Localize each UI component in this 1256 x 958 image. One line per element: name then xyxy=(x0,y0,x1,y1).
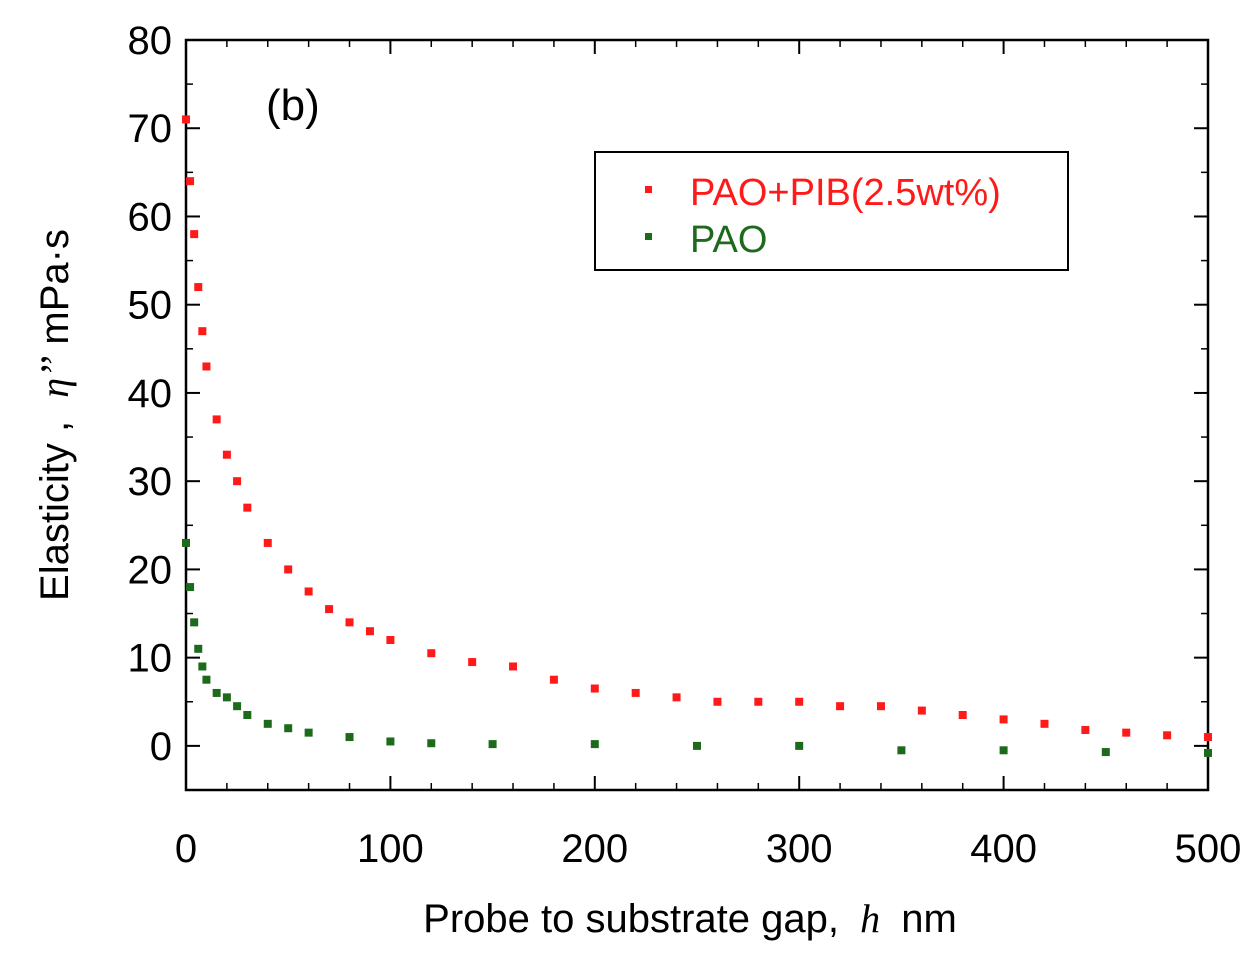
legend: PAO+PIB(2.5wt%) PAO xyxy=(594,151,1069,271)
data-point-pao-pib xyxy=(190,230,199,239)
legend-label-pao-pib: PAO+PIB(2.5wt%) xyxy=(690,172,1001,214)
data-point-pao xyxy=(693,741,701,750)
tick-labels: 0 100 200 300 400 500 0 10 20 30 40 50 60 70 80 xyxy=(128,19,1242,871)
y-axis-title-prefix: Elasticity , xyxy=(33,421,77,601)
legend-label-pao: PAO xyxy=(690,219,767,261)
x-tick-label: 400 xyxy=(970,827,1037,871)
data-point-pao xyxy=(212,688,221,697)
data-point-pao xyxy=(263,719,272,728)
plot-frame xyxy=(184,38,1210,792)
x-axis-title-unit: nm xyxy=(901,897,957,941)
data-point-pao xyxy=(222,693,231,702)
data-point-pao xyxy=(284,724,293,733)
data-point-pao xyxy=(190,618,199,627)
data-point-pao-pib xyxy=(836,702,845,711)
data-point-pao-pib xyxy=(958,711,967,719)
data-point-pao-pib xyxy=(233,477,242,486)
data-point-pao xyxy=(1101,748,1110,757)
x-tick-label: 500 xyxy=(1175,827,1242,871)
data-point-pao xyxy=(198,662,207,671)
data-point-pao-pib xyxy=(182,115,190,124)
data-point-pao-pib xyxy=(1204,733,1212,742)
data-point-pao xyxy=(304,728,313,737)
data-point-pao-pib xyxy=(427,649,436,658)
data-point-pao-pib xyxy=(284,565,293,574)
data-point-pao-pib xyxy=(509,662,518,671)
data-point-pao xyxy=(488,740,497,749)
data-point-pao-pib xyxy=(365,627,374,636)
data-point-pao-pib xyxy=(386,636,395,644)
data-point-pao-pib xyxy=(222,450,231,459)
data-point-pao xyxy=(182,538,190,547)
axis-ticks xyxy=(185,39,1209,791)
data-point-pao-pib xyxy=(186,177,195,186)
data-point-pao-pib xyxy=(263,538,272,547)
y-axis-title: Elasticity , η’’ mPa·s xyxy=(32,229,77,601)
data-point-pao-pib xyxy=(549,675,558,684)
data-point-pao xyxy=(897,746,906,755)
y-tick-label: 80 xyxy=(128,19,173,63)
data-point-pao-pib xyxy=(1040,719,1049,728)
data-point-pao-pib xyxy=(876,702,885,711)
legend-marker-pao-pib xyxy=(645,186,652,193)
data-point-pao xyxy=(345,733,354,742)
y-tick-label: 30 xyxy=(128,460,173,504)
data-point-pao-pib xyxy=(304,587,313,596)
data-point-pao-pib xyxy=(1122,728,1131,737)
x-axis-title-prefix: Probe to substrate gap, xyxy=(423,897,839,941)
data-point-pao-pib xyxy=(754,697,763,706)
y-axis-title-unit: mPa·s xyxy=(33,229,77,345)
y-tick-label: 20 xyxy=(128,548,173,592)
data-point-pao-pib xyxy=(672,693,681,702)
x-tick-label: 0 xyxy=(175,827,197,871)
panel-label: (b) xyxy=(266,81,320,130)
data-point-pao-pib xyxy=(194,283,203,292)
data-point-pao-pib xyxy=(590,684,599,693)
y-tick-label: 60 xyxy=(128,195,173,239)
data-points xyxy=(182,115,1212,757)
data-point-pao xyxy=(999,746,1008,755)
data-point-pao xyxy=(186,583,195,592)
y-tick-label: 0 xyxy=(150,725,172,769)
x-tick-label: 300 xyxy=(766,827,833,871)
data-point-pao xyxy=(795,741,804,750)
y-tick-label: 40 xyxy=(128,372,173,416)
y-axis-title-variable: η’’ xyxy=(32,356,77,398)
data-point-pao-pib xyxy=(345,618,354,627)
data-point-pao xyxy=(590,740,599,749)
data-point-pao-pib xyxy=(325,605,334,614)
data-point-pao-pib xyxy=(212,415,221,424)
y-tick-label: 50 xyxy=(128,284,173,328)
data-point-pao xyxy=(386,737,395,746)
legend-box xyxy=(594,151,1069,271)
data-point-pao xyxy=(202,675,211,684)
x-tick-label: 100 xyxy=(357,827,424,871)
data-point-pao-pib xyxy=(202,362,211,371)
data-point-pao-pib xyxy=(1081,726,1090,734)
data-point-pao-pib xyxy=(243,503,252,512)
data-point-pao xyxy=(233,702,242,711)
x-axis-title-variable: h xyxy=(860,896,880,941)
data-point-pao-pib xyxy=(713,697,722,706)
data-point-pao-pib xyxy=(198,327,207,336)
data-point-pao-pib xyxy=(999,715,1008,724)
legend-marker-pao xyxy=(645,233,652,240)
y-tick-label: 10 xyxy=(128,637,173,681)
y-tick-label: 70 xyxy=(128,107,173,151)
data-point-pao xyxy=(427,739,436,748)
data-point-pao-pib xyxy=(917,706,926,715)
data-point-pao xyxy=(1204,748,1212,757)
x-axis-title: Probe to substrate gap, h nm xyxy=(423,896,957,941)
x-tick-label: 200 xyxy=(561,827,628,871)
data-point-pao-pib xyxy=(631,688,640,697)
data-point-pao-pib xyxy=(1163,731,1172,740)
data-point-pao xyxy=(243,711,252,719)
data-point-pao-pib xyxy=(468,658,477,667)
data-point-pao-pib xyxy=(795,697,804,706)
data-point-pao xyxy=(194,644,203,653)
